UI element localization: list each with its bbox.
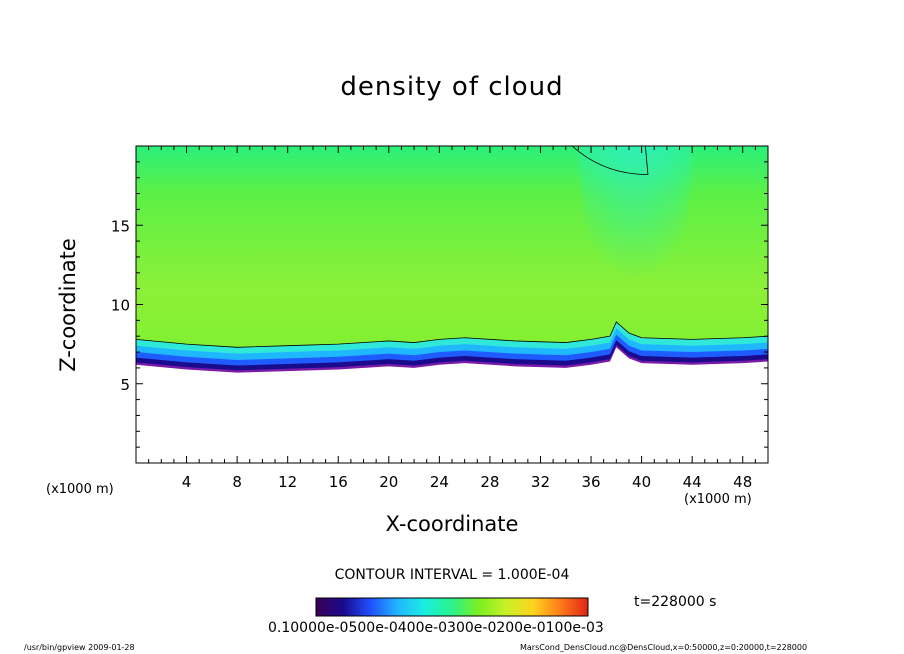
y-tick-label: 10: [111, 297, 130, 315]
x-tick-label: 36: [581, 473, 600, 491]
x-axis-label: X-coordinate: [385, 512, 519, 536]
contour-interval-label: CONTOUR INTERVAL = 1.000E-04: [334, 567, 570, 583]
x-tick-label: 28: [480, 473, 499, 491]
footer-program: /usr/bin/gpview 2009-01-28: [24, 643, 135, 652]
clear-air-region: [136, 347, 768, 463]
y-tick-label: 5: [120, 376, 130, 394]
x-tick-label: 8: [232, 473, 242, 491]
x-tick-label: 12: [278, 473, 297, 491]
colorbar-labels: 0.10000e-0500e-0400e-0300e-0200e-0100e-0…: [268, 620, 604, 636]
x-tick-label: 32: [531, 473, 550, 491]
colorbar: [315, 597, 589, 617]
y-tick-label: 15: [111, 217, 130, 235]
x-tick-label: 20: [379, 473, 398, 491]
plume-region: [578, 146, 693, 313]
x-tick-label: 16: [329, 473, 348, 491]
x-tick-label: 44: [683, 473, 702, 491]
x-unit-label-right: (x1000 m): [684, 492, 752, 507]
contour-line-top: [571, 146, 649, 175]
time-label: t=228000 s: [634, 594, 717, 610]
x-tick-label: 4: [182, 473, 192, 491]
footer-source: MarsCond_DensCloud.nc@DensCloud,x=0:5000…: [520, 643, 808, 652]
y-axis-label: Z-coordinate: [56, 238, 80, 372]
contour-line: [136, 321, 768, 348]
x-tick-label: 24: [430, 473, 449, 491]
x-tick-label: 48: [733, 473, 752, 491]
chart-title: density of cloud: [340, 72, 564, 102]
x-unit-label-left: (x1000 m): [46, 482, 114, 497]
x-tick-label: 40: [632, 473, 651, 491]
